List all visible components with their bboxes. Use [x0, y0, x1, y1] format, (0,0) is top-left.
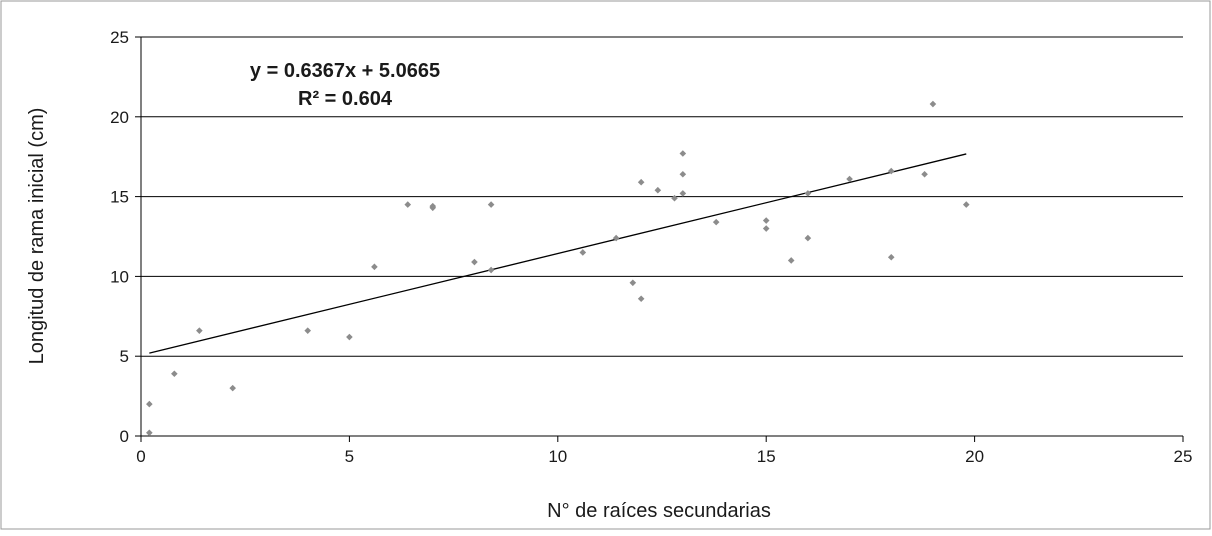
trendline-group — [149, 153, 967, 354]
data-point-8 — [404, 201, 412, 208]
data-points — [146, 100, 970, 437]
axes — [135, 36, 1184, 442]
y-tick-label-25: 25 — [110, 28, 129, 47]
data-point-25 — [762, 217, 770, 224]
trendline-r2: R² = 0.604 — [298, 88, 393, 110]
x-tick-label-20: 20 — [965, 447, 984, 466]
x-tick-label-5: 5 — [345, 447, 354, 466]
x-tick-label-15: 15 — [757, 447, 776, 466]
data-point-19 — [654, 186, 662, 194]
y-tick-label-20: 20 — [110, 108, 129, 127]
data-point-30 — [846, 175, 853, 183]
data-point-6 — [346, 333, 353, 341]
y-tick-label-10: 10 — [110, 267, 129, 286]
data-point-24 — [712, 218, 720, 226]
data-point-1 — [146, 400, 153, 408]
y-axis-title: Longitud de rama inicial (cm) — [26, 108, 48, 365]
data-point-0 — [146, 429, 153, 437]
data-point-22 — [679, 170, 687, 178]
x-tick-label-10: 10 — [548, 447, 567, 466]
data-point-21 — [679, 190, 687, 197]
y-tick-label-15: 15 — [110, 188, 129, 207]
data-point-15 — [612, 234, 620, 242]
x-tick-label-25: 25 — [1174, 447, 1193, 466]
data-point-13 — [487, 201, 495, 208]
data-point-14 — [579, 249, 587, 256]
y-tick-label-5: 5 — [120, 347, 129, 366]
data-point-11 — [471, 258, 478, 266]
data-point-27 — [787, 257, 795, 264]
data-point-28 — [804, 234, 812, 242]
tick-labels: 0 5 10 15 20 25 0 5 10 15 20 25 — [110, 28, 1192, 466]
data-point-20 — [671, 194, 678, 202]
trendline-equation: y = 0.6367x + 5.0665 — [250, 60, 440, 82]
data-point-3 — [196, 327, 203, 334]
data-point-16 — [629, 279, 637, 287]
data-point-18 — [637, 178, 645, 186]
data-point-32 — [887, 253, 895, 261]
x-axis-title: N° de raíces secundarias — [547, 500, 771, 522]
gridlines — [141, 36, 1183, 357]
data-point-7 — [371, 263, 378, 271]
data-point-34 — [929, 100, 937, 108]
data-point-4 — [229, 384, 236, 392]
data-point-31 — [887, 167, 895, 175]
data-point-12 — [487, 266, 495, 274]
data-point-2 — [171, 370, 178, 378]
data-point-29 — [804, 190, 812, 197]
x-tick-label-0: 0 — [136, 447, 145, 466]
data-point-26 — [762, 225, 770, 232]
data-point-33 — [921, 170, 928, 178]
data-point-35 — [962, 201, 970, 208]
trendline — [149, 153, 967, 354]
data-point-10 — [429, 204, 437, 212]
data-point-23 — [679, 150, 687, 157]
data-point-5 — [304, 327, 312, 334]
data-point-17 — [637, 295, 645, 303]
y-tick-label-0: 0 — [120, 427, 129, 446]
